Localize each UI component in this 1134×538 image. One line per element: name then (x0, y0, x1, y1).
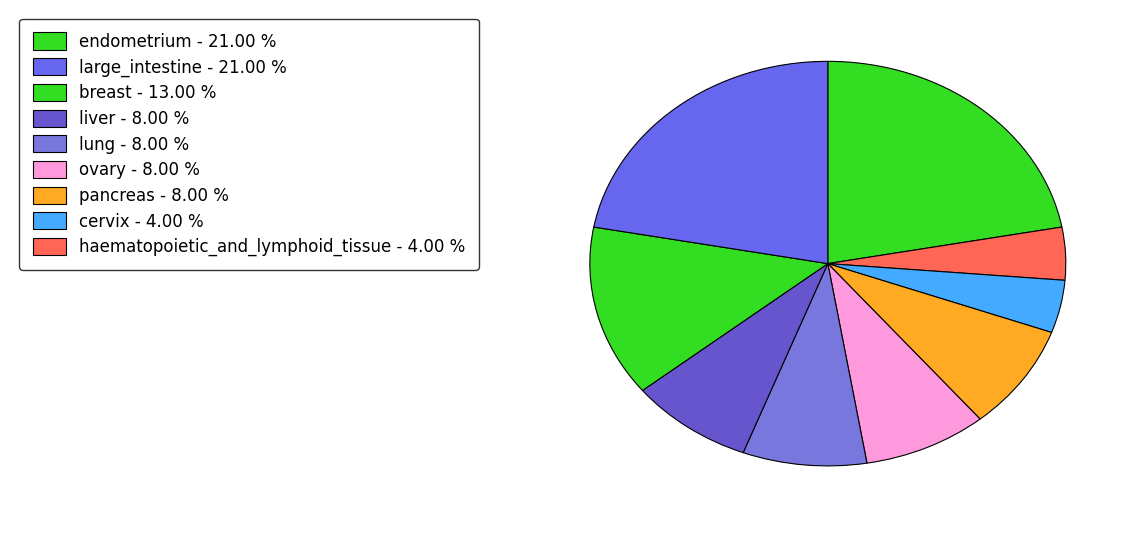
Wedge shape (743, 264, 868, 466)
Wedge shape (828, 227, 1066, 280)
Wedge shape (590, 227, 828, 391)
Legend: endometrium - 21.00 %, large_intestine - 21.00 %, breast - 13.00 %, liver - 8.00: endometrium - 21.00 %, large_intestine -… (19, 19, 479, 270)
Wedge shape (828, 264, 980, 463)
Wedge shape (828, 61, 1061, 264)
Wedge shape (828, 264, 1051, 419)
Wedge shape (594, 61, 828, 264)
Wedge shape (828, 264, 1065, 332)
Wedge shape (643, 264, 828, 452)
